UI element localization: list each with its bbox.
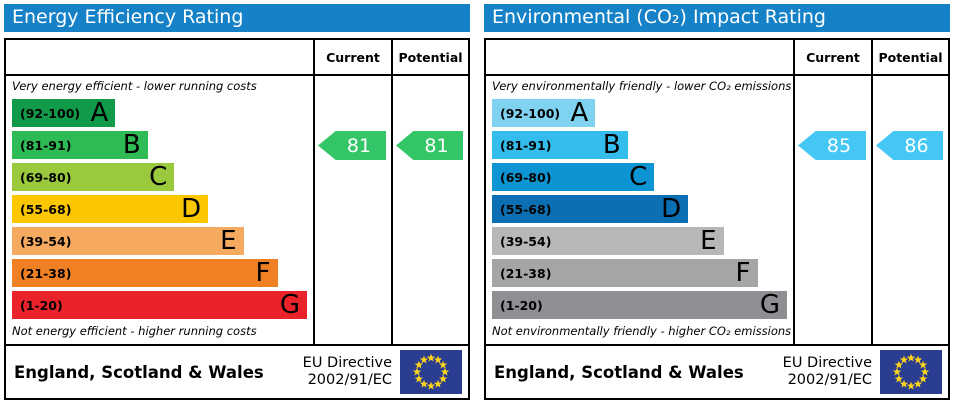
band-letter: G [279, 290, 300, 320]
band-range-label: (81-91) [20, 137, 72, 153]
band-row: (81-91) B [12, 131, 307, 163]
environmental-header-spacer [486, 40, 793, 74]
energy-band-a: (92-100) A [12, 98, 116, 128]
band-row: (55-68) D [12, 195, 307, 227]
band-letter: D [181, 194, 202, 224]
environmental-band-e: (39-54) E [492, 227, 724, 255]
environmental-table-header-row: Current Potential [486, 40, 948, 76]
band-range-label: (92-100) [20, 105, 81, 121]
energy-band-c: (69-80) C [12, 162, 175, 192]
eu-directive-line2: 2002/91/EC [307, 372, 392, 388]
eu-flag-icon [880, 350, 942, 394]
environmental-band-g: (1-20) G [492, 291, 787, 319]
band-row: (1-20) G [492, 291, 787, 323]
band-range-label: (39-54) [20, 233, 72, 249]
energy-panel-title: Energy Efficiency Rating [4, 4, 470, 32]
band-row: (92-100) A [492, 99, 787, 131]
band-range-label: (55-68) [500, 201, 552, 217]
band-range-label: (21-38) [20, 265, 72, 281]
energy-table-body: Very energy efficient - lower running co… [6, 76, 468, 344]
environmental-potential-column: 86 [871, 76, 948, 344]
eu-flag-icon [400, 350, 462, 394]
band-letter: B [122, 130, 141, 160]
band-row: (1-20) G [12, 291, 307, 323]
environmental-panel-title: Environmental (CO₂) Impact Rating [484, 4, 950, 32]
eu-directive-line2: 2002/91/EC [787, 372, 872, 388]
energy-band-d: (55-68) D [12, 194, 209, 224]
band-row: (69-80) C [492, 163, 787, 195]
energy-rating-table: Current Potential Very energy efficient … [4, 38, 470, 400]
environmental-band-c: (69-80) C [492, 162, 655, 192]
band-row: (81-91) B [492, 131, 787, 163]
energy-table-header-row: Current Potential [6, 40, 468, 76]
environmental-current-arrow: 85 [798, 131, 866, 160]
environmental-band-f: (21-38) F [492, 259, 758, 287]
eu-directive-line1: EU Directive [782, 354, 872, 371]
region-label: England, Scotland & Wales [494, 362, 744, 382]
band-range-label: (81-91) [500, 137, 552, 153]
energy-bottom-note: Not energy efficient - higher running co… [12, 324, 257, 338]
band-range-label: (92-100) [500, 105, 561, 121]
band-letter: B [602, 130, 621, 160]
band-range-label: (69-80) [500, 169, 552, 185]
band-row: (39-54) E [12, 227, 307, 259]
energy-band-g: (1-20) G [12, 291, 307, 319]
energy-band-f: (21-38) F [12, 259, 278, 287]
band-letter: F [735, 258, 751, 288]
region-label: England, Scotland & Wales [14, 362, 264, 382]
band-letter: A [90, 98, 109, 128]
energy-current-column-header: Current [313, 40, 391, 74]
band-letter: C [629, 162, 648, 192]
band-row: (69-80) C [12, 163, 307, 195]
energy-band-zone: Very energy efficient - lower running co… [6, 76, 313, 344]
energy-band-b: (81-91) B [12, 131, 148, 159]
band-range-label: (21-38) [500, 265, 552, 281]
environmental-table-footer: England, Scotland & Wales EU Directive 2… [486, 344, 948, 398]
band-range-label: (69-80) [20, 169, 72, 185]
eu-directive-label: EU Directive 2002/91/EC [783, 355, 872, 389]
energy-potential-arrow: 81 [396, 131, 463, 160]
band-letter: D [661, 194, 682, 224]
environmental-rating-table: Current Potential Very environmentally f… [484, 38, 950, 400]
environmental-band-a: (92-100) A [492, 98, 596, 128]
band-range-label: (55-68) [20, 201, 72, 217]
environmental-table-body: Very environmentally friendly - lower CO… [486, 76, 948, 344]
band-range-label: (1-20) [500, 297, 543, 313]
energy-table-footer: England, Scotland & Wales EU Directive 2… [6, 344, 468, 398]
eu-directive-line1: EU Directive [302, 354, 392, 371]
environmental-potential-arrow: 86 [876, 131, 943, 160]
band-row: (21-38) F [12, 259, 307, 291]
environmental-impact-panel: Environmental (CO₂) Impact Rating Curren… [484, 4, 950, 400]
environmental-potential-column-header: Potential [871, 40, 948, 74]
energy-header-spacer [6, 40, 313, 74]
environmental-band-zone: Very environmentally friendly - lower CO… [486, 76, 793, 344]
energy-potential-column-header: Potential [391, 40, 468, 74]
energy-band-e: (39-54) E [12, 227, 244, 255]
environmental-top-note: Very environmentally friendly - lower CO… [492, 79, 792, 93]
energy-potential-column: 81 [391, 76, 468, 344]
eu-directive-label: EU Directive 2002/91/EC [303, 355, 392, 389]
band-letter: E [220, 226, 237, 256]
environmental-current-column-header: Current [793, 40, 871, 74]
energy-efficiency-panel: Energy Efficiency Rating Current Potenti… [4, 4, 470, 400]
environmental-current-column: 85 [793, 76, 871, 344]
energy-current-arrow: 81 [318, 131, 386, 160]
band-letter: A [570, 98, 589, 128]
band-letter: C [149, 162, 168, 192]
band-letter: G [759, 290, 780, 320]
environmental-bottom-note: Not environmentally friendly - higher CO… [492, 324, 792, 338]
band-row: (39-54) E [492, 227, 787, 259]
energy-top-note: Very energy efficient - lower running co… [12, 79, 257, 93]
energy-current-column: 81 [313, 76, 391, 344]
band-range-label: (39-54) [500, 233, 552, 249]
band-row: (92-100) A [12, 99, 307, 131]
band-letter: F [255, 258, 271, 288]
band-row: (21-38) F [492, 259, 787, 291]
band-letter: E [700, 226, 717, 256]
band-row: (55-68) D [492, 195, 787, 227]
environmental-band-d: (55-68) D [492, 194, 689, 224]
environmental-band-b: (81-91) B [492, 131, 628, 159]
band-range-label: (1-20) [20, 297, 63, 313]
